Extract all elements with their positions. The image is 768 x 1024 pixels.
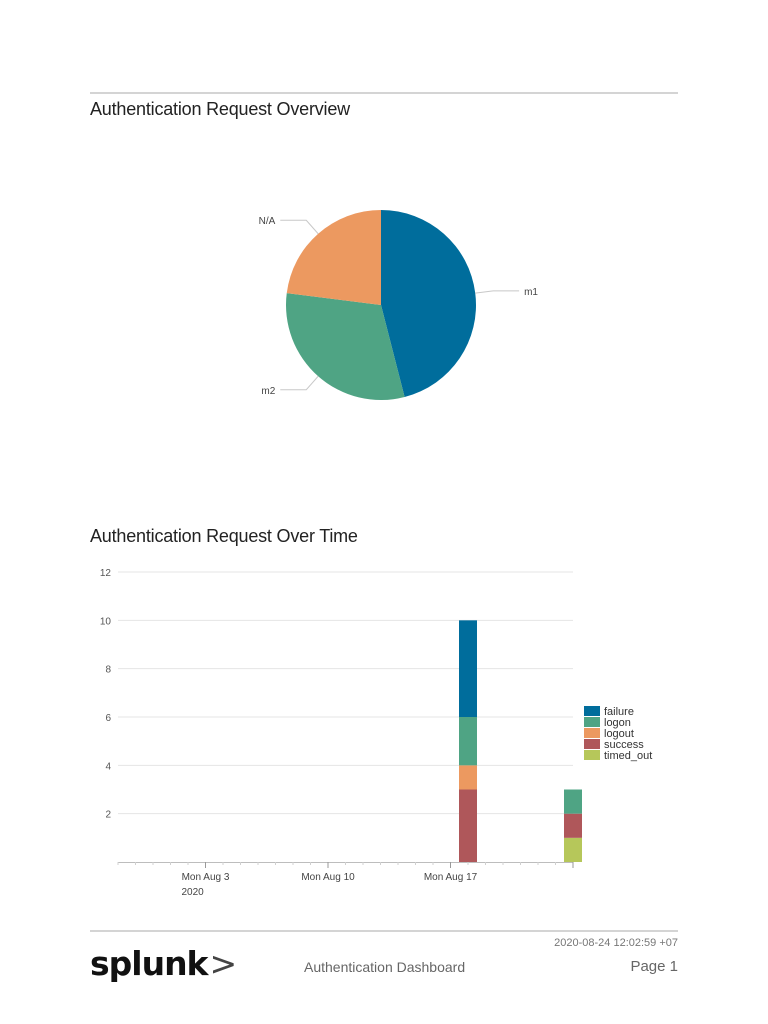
- y-tick-label: 4: [105, 761, 111, 772]
- pie-leader-line: [280, 375, 319, 391]
- page-number: Page 1: [630, 958, 678, 975]
- bar-segment-failure: [459, 620, 477, 717]
- overtime-title: Authentication Request Over Time: [90, 526, 358, 546]
- dashboard-name: Authentication Dashboard: [304, 959, 466, 975]
- bar-segment-success: [564, 813, 582, 838]
- y-tick-label: 2: [105, 810, 111, 821]
- legend-swatch-timed-out: [584, 750, 600, 760]
- y-tick-label: 8: [105, 665, 111, 676]
- pie-leader-line: [475, 290, 520, 294]
- legend-label-failure: failure: [604, 706, 634, 718]
- bar-segment-logon: [564, 789, 582, 814]
- top-divider: [90, 92, 678, 94]
- x-tick-label: Mon Aug 10: [301, 872, 355, 883]
- pie-label: N/A: [259, 216, 276, 227]
- y-tick-label: 12: [100, 568, 112, 579]
- legend-label-logon: logon: [604, 717, 631, 729]
- pie-label: m2: [261, 386, 275, 397]
- y-tick-label: 6: [105, 713, 111, 724]
- pie-slice-m1: [381, 210, 477, 398]
- bar-segment-success: [459, 789, 477, 862]
- stacked-bar-chart: 2 4 6 8 10 12 Mon Aug 3 2020 Mon Aug 10 Mon Aug 1…: [100, 568, 652, 898]
- legend-swatch-success: [584, 739, 600, 749]
- report-timestamp: 2020-08-24 12:02:59 +07: [554, 937, 678, 949]
- pie-slice-m2: [286, 293, 405, 400]
- legend-swatch-logout: [584, 728, 600, 738]
- pie-chart: m1 m2 N/A: [259, 210, 538, 400]
- pie-leader-line: [280, 219, 319, 235]
- logo-wordmark: splunk: [90, 944, 209, 983]
- legend-swatch-logon: [584, 717, 600, 727]
- y-tick-label: 10: [100, 616, 112, 627]
- pie-label: m1: [524, 287, 538, 298]
- legend-label-timed-out: timed_out: [604, 750, 652, 762]
- legend-swatch-failure: [584, 706, 600, 716]
- bar-segment-logon: [459, 717, 477, 766]
- legend-label-success: success: [604, 739, 644, 751]
- logo-chevron: >: [209, 944, 238, 983]
- pie-slice-na: [286, 210, 381, 305]
- bar-segment-logout: [459, 765, 477, 790]
- x-tick-label: Mon Aug 3: [182, 872, 230, 883]
- overview-title: Authentication Request Overview: [90, 99, 350, 119]
- footer-divider: [90, 930, 678, 932]
- legend-label-logout: logout: [604, 728, 634, 740]
- bar-segment-timed-out: [564, 837, 582, 862]
- x-tick-label: Mon Aug 17: [424, 872, 478, 883]
- x-tick-sublabel: 2020: [182, 887, 205, 898]
- splunk-logo: splunk>: [90, 944, 238, 983]
